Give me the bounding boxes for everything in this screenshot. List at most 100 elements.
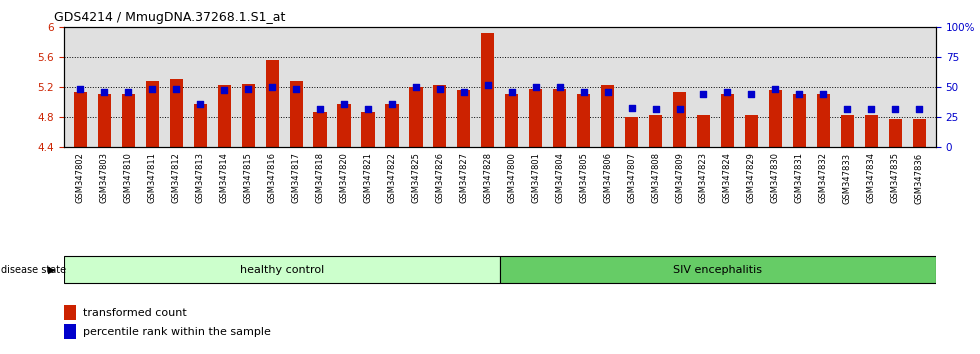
- Bar: [122, 94, 135, 147]
- Text: GSM347805: GSM347805: [579, 153, 588, 203]
- Point: [600, 89, 615, 95]
- Text: GSM347823: GSM347823: [699, 153, 708, 204]
- Bar: [912, 119, 926, 147]
- Point: [887, 107, 903, 112]
- Point: [648, 107, 663, 112]
- Text: GSM347824: GSM347824: [723, 153, 732, 203]
- Bar: [242, 85, 255, 147]
- Point: [73, 86, 88, 92]
- Bar: [601, 85, 614, 147]
- Point: [528, 84, 544, 90]
- Bar: [721, 94, 734, 147]
- Text: GSM347807: GSM347807: [627, 153, 636, 204]
- Bar: [362, 112, 374, 147]
- Point: [696, 91, 711, 97]
- Text: GSM347826: GSM347826: [435, 153, 444, 204]
- Text: GSM347820: GSM347820: [339, 153, 349, 203]
- Text: GSM347811: GSM347811: [148, 153, 157, 203]
- Text: GSM347833: GSM347833: [843, 153, 852, 204]
- Bar: [697, 115, 710, 147]
- Bar: [625, 117, 638, 147]
- Point: [623, 105, 639, 111]
- Point: [121, 89, 136, 95]
- Point: [192, 101, 208, 107]
- Bar: [433, 85, 447, 147]
- Text: GSM347816: GSM347816: [268, 153, 276, 204]
- Point: [815, 91, 831, 97]
- Text: GSM347829: GSM347829: [747, 153, 756, 203]
- Point: [288, 86, 304, 92]
- Bar: [314, 112, 326, 147]
- Point: [97, 89, 113, 95]
- Text: GSM347827: GSM347827: [460, 153, 468, 204]
- Point: [432, 86, 448, 92]
- Bar: [864, 115, 878, 147]
- Text: GSM347834: GSM347834: [866, 153, 876, 204]
- Bar: [506, 94, 518, 147]
- Point: [719, 89, 735, 95]
- Point: [217, 88, 232, 93]
- Text: GSM347812: GSM347812: [172, 153, 181, 203]
- Text: GSM347806: GSM347806: [603, 153, 612, 204]
- Bar: [816, 94, 830, 147]
- Text: GSM347831: GSM347831: [795, 153, 804, 204]
- Text: GSM347813: GSM347813: [196, 153, 205, 204]
- Text: percentile rank within the sample: percentile rank within the sample: [83, 327, 271, 337]
- Point: [671, 107, 687, 112]
- Text: GSM347836: GSM347836: [914, 153, 923, 204]
- Point: [456, 89, 471, 95]
- Bar: [194, 104, 207, 147]
- Bar: [889, 119, 902, 147]
- FancyBboxPatch shape: [500, 256, 936, 284]
- Text: GSM347832: GSM347832: [818, 153, 828, 204]
- Text: GSM347809: GSM347809: [675, 153, 684, 203]
- Text: GSM347821: GSM347821: [364, 153, 372, 203]
- Text: GSM347804: GSM347804: [556, 153, 564, 203]
- Bar: [529, 89, 542, 147]
- Bar: [458, 91, 470, 147]
- Bar: [218, 85, 231, 147]
- Bar: [410, 87, 422, 147]
- Text: GSM347800: GSM347800: [508, 153, 516, 203]
- Point: [408, 84, 423, 90]
- Bar: [577, 94, 590, 147]
- Bar: [768, 91, 782, 147]
- Bar: [673, 92, 686, 147]
- Text: healthy control: healthy control: [240, 265, 323, 275]
- Text: SIV encephalitis: SIV encephalitis: [673, 265, 762, 275]
- Point: [767, 86, 783, 92]
- Point: [552, 84, 567, 90]
- Bar: [289, 81, 303, 147]
- Point: [240, 86, 256, 92]
- Bar: [793, 94, 806, 147]
- Bar: [841, 115, 854, 147]
- Bar: [337, 104, 351, 147]
- Text: GSM347808: GSM347808: [651, 153, 661, 204]
- Point: [336, 101, 352, 107]
- Bar: [745, 115, 758, 147]
- Bar: [64, 324, 76, 339]
- Text: GSM347801: GSM347801: [531, 153, 540, 203]
- Text: GSM347803: GSM347803: [100, 153, 109, 204]
- Point: [169, 86, 184, 92]
- Bar: [64, 305, 76, 320]
- Point: [313, 107, 328, 112]
- Bar: [266, 61, 278, 147]
- Point: [576, 89, 592, 95]
- Text: GSM347835: GSM347835: [891, 153, 900, 204]
- Bar: [553, 89, 566, 147]
- Text: GSM347815: GSM347815: [244, 153, 253, 203]
- Text: transformed count: transformed count: [83, 308, 187, 318]
- Text: GSM347810: GSM347810: [123, 153, 133, 203]
- Text: GSM347830: GSM347830: [771, 153, 780, 204]
- Point: [840, 107, 856, 112]
- Bar: [385, 104, 399, 147]
- Bar: [74, 92, 87, 147]
- Text: GSM347818: GSM347818: [316, 153, 324, 204]
- Text: GSM347814: GSM347814: [220, 153, 228, 203]
- Point: [384, 101, 400, 107]
- FancyBboxPatch shape: [64, 256, 500, 284]
- Point: [265, 84, 280, 90]
- Bar: [98, 94, 111, 147]
- Text: disease state: disease state: [1, 265, 66, 275]
